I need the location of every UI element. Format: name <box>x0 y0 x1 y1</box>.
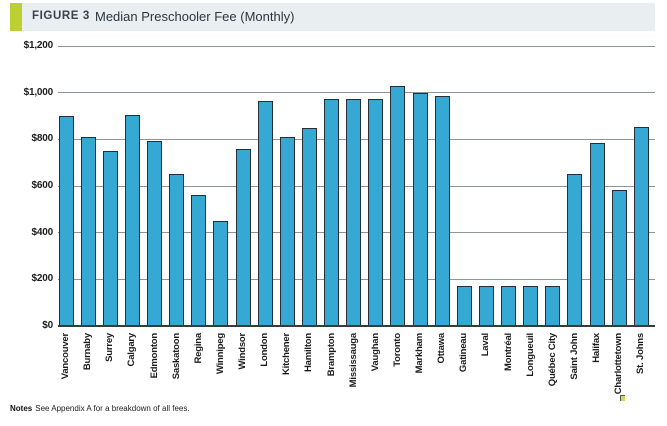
x-axis-tick-label: Gatineau <box>458 333 470 373</box>
x-axis-tick-label: Charlottetown <box>613 333 625 395</box>
bar <box>169 174 185 326</box>
x-axis-tick-label: Burnaby <box>82 333 94 371</box>
y-axis-tick-label: $800 <box>31 133 54 145</box>
y-axis-tick-label: $600 <box>31 180 54 191</box>
x-axis-line <box>57 325 655 327</box>
bar <box>478 286 494 326</box>
bar <box>412 92 428 326</box>
x-axis-tick-label: Laval <box>480 333 492 357</box>
y-axis-tick-label: $1,200 <box>23 40 54 51</box>
bar <box>324 98 340 326</box>
notes-text: See Appendix A for a breakdown of all fe… <box>35 404 190 413</box>
x-axis-tick-label: Montréal <box>502 333 514 371</box>
gridline <box>57 45 655 47</box>
x-axis-tick-label: Markham <box>414 333 426 374</box>
x-axis-tick-label: London <box>259 333 271 367</box>
bar <box>633 126 649 326</box>
x-axis-tick-label: Regina <box>192 333 204 364</box>
figure-header: FIGURE 3 Median Preschooler Fee (Monthly… <box>10 3 655 31</box>
stray-corner-mark <box>620 395 625 401</box>
x-axis-tick-label: Windsor <box>237 333 249 370</box>
x-axis-tick-label: Halifax <box>591 333 603 363</box>
y-axis-tick-label: $200 <box>31 273 54 285</box>
x-axis-tick-label: St. Johns <box>635 333 647 374</box>
x-axis-tick-label: Québec City <box>546 333 558 387</box>
bar <box>257 100 273 326</box>
x-axis-tick-label: Longueuil <box>524 333 536 377</box>
notes-label: Notes <box>10 404 33 413</box>
y-axis-tick-label: $1,000 <box>23 86 54 98</box>
x-axis-tick-label: Surrey <box>104 333 116 362</box>
y-axis-tick-label: $0 <box>42 320 53 331</box>
header-band <box>22 3 655 31</box>
x-axis-tick-label: Brampton <box>325 333 337 377</box>
bar <box>102 151 118 326</box>
x-axis-tick-label: Saint John <box>568 333 580 380</box>
x-axis-tick-label: Vancouver <box>60 333 71 380</box>
x-axis-tick-label: Hamilton <box>303 333 315 373</box>
x-axis-tick-label: Kitchener <box>281 333 293 376</box>
bar <box>58 116 74 326</box>
x-axis-tick-label: Vaughan <box>369 333 381 372</box>
bar <box>545 286 561 326</box>
figure-title: Median Preschooler Fee (Monthly) <box>95 9 295 24</box>
bar <box>456 286 472 326</box>
notes: Notes See Appendix A for a breakdown of a… <box>10 404 190 413</box>
bar <box>124 114 140 326</box>
bar <box>523 286 539 326</box>
bar <box>346 98 362 326</box>
bar <box>589 142 605 326</box>
bar <box>191 195 207 326</box>
bar <box>213 221 229 326</box>
x-axis-tick-label: Calgary <box>126 333 138 367</box>
bar <box>301 127 317 326</box>
bar <box>390 85 406 326</box>
bar <box>434 96 450 326</box>
x-axis-tick-label: Mississauga <box>347 333 359 388</box>
bar <box>368 98 384 326</box>
x-axis-tick-label: Saskatoon <box>170 333 182 380</box>
figure-number-label: FIGURE 3 <box>32 10 90 22</box>
x-axis-tick-label: Ottawa <box>436 333 448 364</box>
bar <box>279 137 295 326</box>
x-axis-tick-label: Edmonton <box>148 333 160 379</box>
gridline <box>57 92 655 94</box>
bar <box>501 286 517 326</box>
bar <box>567 174 583 326</box>
bar <box>147 140 163 326</box>
bar <box>80 137 96 326</box>
accent-bar <box>10 3 22 31</box>
x-axis-tick-label: Toronto <box>391 333 403 367</box>
bar <box>611 189 627 326</box>
y-axis-tick-label: $400 <box>31 226 54 238</box>
x-axis-tick-label: Winnipeg <box>214 333 226 375</box>
bar <box>235 148 251 326</box>
